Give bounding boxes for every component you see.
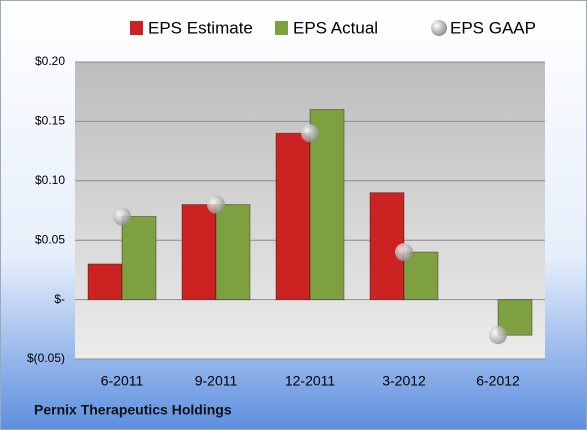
x-tick-label: 6-2012 <box>476 373 520 389</box>
x-tick-label: 12-2011 <box>285 373 336 389</box>
bar <box>87 263 123 301</box>
footer: Pernix Therapeutics Holdings <box>34 402 232 418</box>
bar <box>403 251 439 301</box>
gaap-marker <box>113 207 131 226</box>
bar <box>121 215 157 301</box>
gaap-marker <box>207 195 225 214</box>
y-tick-label: $0.10 <box>35 173 65 187</box>
y-tick-label: $- <box>54 292 65 306</box>
legend-swatch <box>130 21 143 35</box>
x-tick-label: 3-2012 <box>382 373 426 389</box>
legend-label: EPS GAAP <box>450 18 536 37</box>
y-tick-label: $(0.05) <box>27 351 65 365</box>
legend-swatch <box>275 21 288 35</box>
y-tick-label: $0.15 <box>35 114 65 128</box>
bar <box>181 204 217 301</box>
bar <box>275 132 311 301</box>
x-tick-label: 6-2011 <box>101 373 144 389</box>
x-tick-label: 9-2011 <box>195 373 238 389</box>
y-tick-label: $0.20 <box>35 54 65 68</box>
gaap-marker <box>489 326 507 345</box>
gaap-marker <box>301 124 319 143</box>
legend-swatch <box>431 20 447 36</box>
gaap-marker <box>395 243 413 262</box>
y-tick-label: $0.05 <box>35 232 65 246</box>
bar <box>309 109 345 301</box>
bar <box>215 204 251 301</box>
legend-label: EPS Actual <box>293 18 378 37</box>
legend-label: EPS Estimate <box>148 18 253 37</box>
